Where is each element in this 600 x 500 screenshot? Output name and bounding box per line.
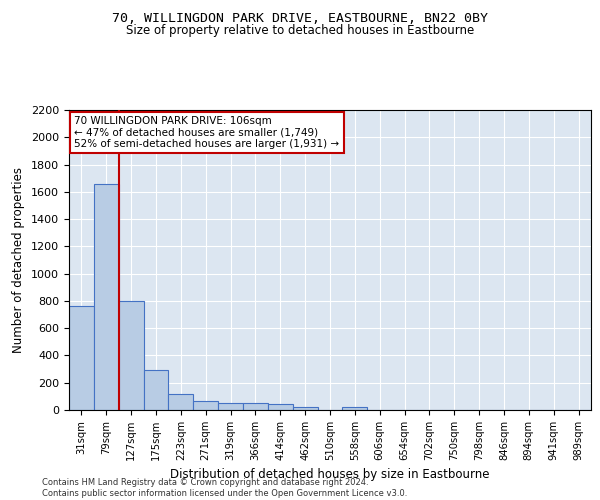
- X-axis label: Distribution of detached houses by size in Eastbourne: Distribution of detached houses by size …: [170, 468, 490, 481]
- Text: 70, WILLINGDON PARK DRIVE, EASTBOURNE, BN22 0BY: 70, WILLINGDON PARK DRIVE, EASTBOURNE, B…: [112, 12, 488, 26]
- Y-axis label: Number of detached properties: Number of detached properties: [13, 167, 25, 353]
- Bar: [69, 306, 94, 410]
- Bar: [243, 403, 268, 410]
- Bar: [119, 301, 143, 410]
- Bar: [94, 184, 119, 410]
- Bar: [143, 370, 169, 410]
- Bar: [343, 406, 367, 410]
- Bar: [218, 403, 243, 410]
- Text: 70 WILLINGDON PARK DRIVE: 106sqm
← 47% of detached houses are smaller (1,749)
52: 70 WILLINGDON PARK DRIVE: 106sqm ← 47% o…: [74, 116, 340, 149]
- Bar: [268, 404, 293, 410]
- Bar: [293, 406, 317, 410]
- Text: Contains HM Land Registry data © Crown copyright and database right 2024.
Contai: Contains HM Land Registry data © Crown c…: [42, 478, 407, 498]
- Text: Size of property relative to detached houses in Eastbourne: Size of property relative to detached ho…: [126, 24, 474, 37]
- Bar: [193, 401, 218, 410]
- Bar: [169, 394, 193, 410]
